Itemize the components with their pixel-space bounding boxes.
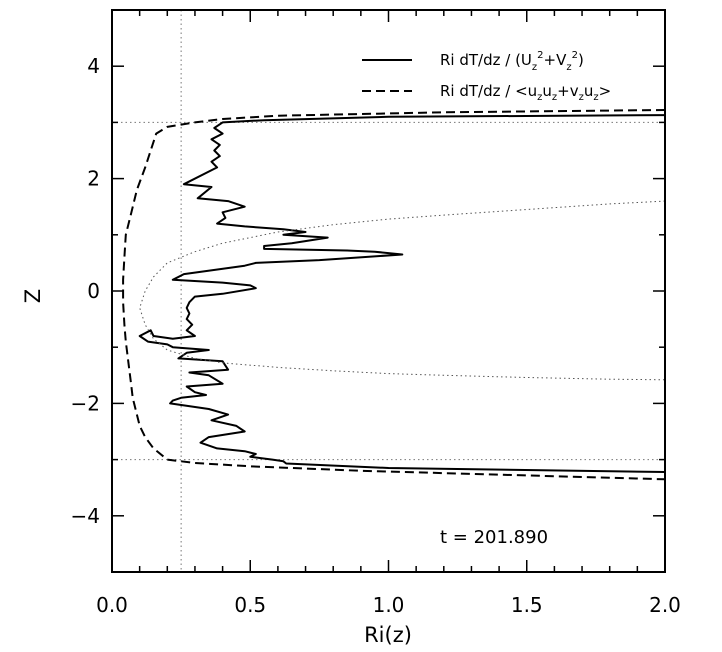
- reference-lines: [112, 10, 665, 572]
- y-tick-label: 4: [87, 54, 100, 78]
- x-tick-label: 0.0: [96, 593, 128, 617]
- series-line-solid: [138, 114, 665, 473]
- series-line-dashed: [122, 109, 665, 481]
- x-tick-label: 2.0: [649, 593, 681, 617]
- legend-label-solid: Ri dT/dz / (Uz2+Vz2): [440, 50, 584, 73]
- x-tick-label: 0.5: [234, 593, 266, 617]
- series-line-dotted: [139, 200, 665, 381]
- x-tick-label: 1.5: [511, 593, 543, 617]
- x-axis-title: Ri(z): [364, 623, 412, 647]
- x-axis: 0.0 0.5 1.0 1.5 2.0: [96, 10, 681, 617]
- legend: Ri dT/dz / (Uz2+Vz2) Ri dT/dz / <uzuz+vz…: [362, 50, 611, 103]
- y-axis: −4 −2 0 2 4: [71, 9, 665, 573]
- y-axis-title: Z: [21, 289, 45, 303]
- y-tick-label: 2: [87, 167, 100, 191]
- y-tick-label: 0: [87, 279, 100, 303]
- legend-label-dashed: Ri dT/dz / <uzuz+vzuz>: [440, 82, 611, 103]
- x-tick-label: 1.0: [373, 593, 405, 617]
- y-tick-label: −2: [71, 391, 100, 415]
- y-tick-label: −4: [71, 504, 100, 528]
- time-annotation: t = 201.890: [440, 527, 548, 548]
- series-layer: [122, 109, 665, 481]
